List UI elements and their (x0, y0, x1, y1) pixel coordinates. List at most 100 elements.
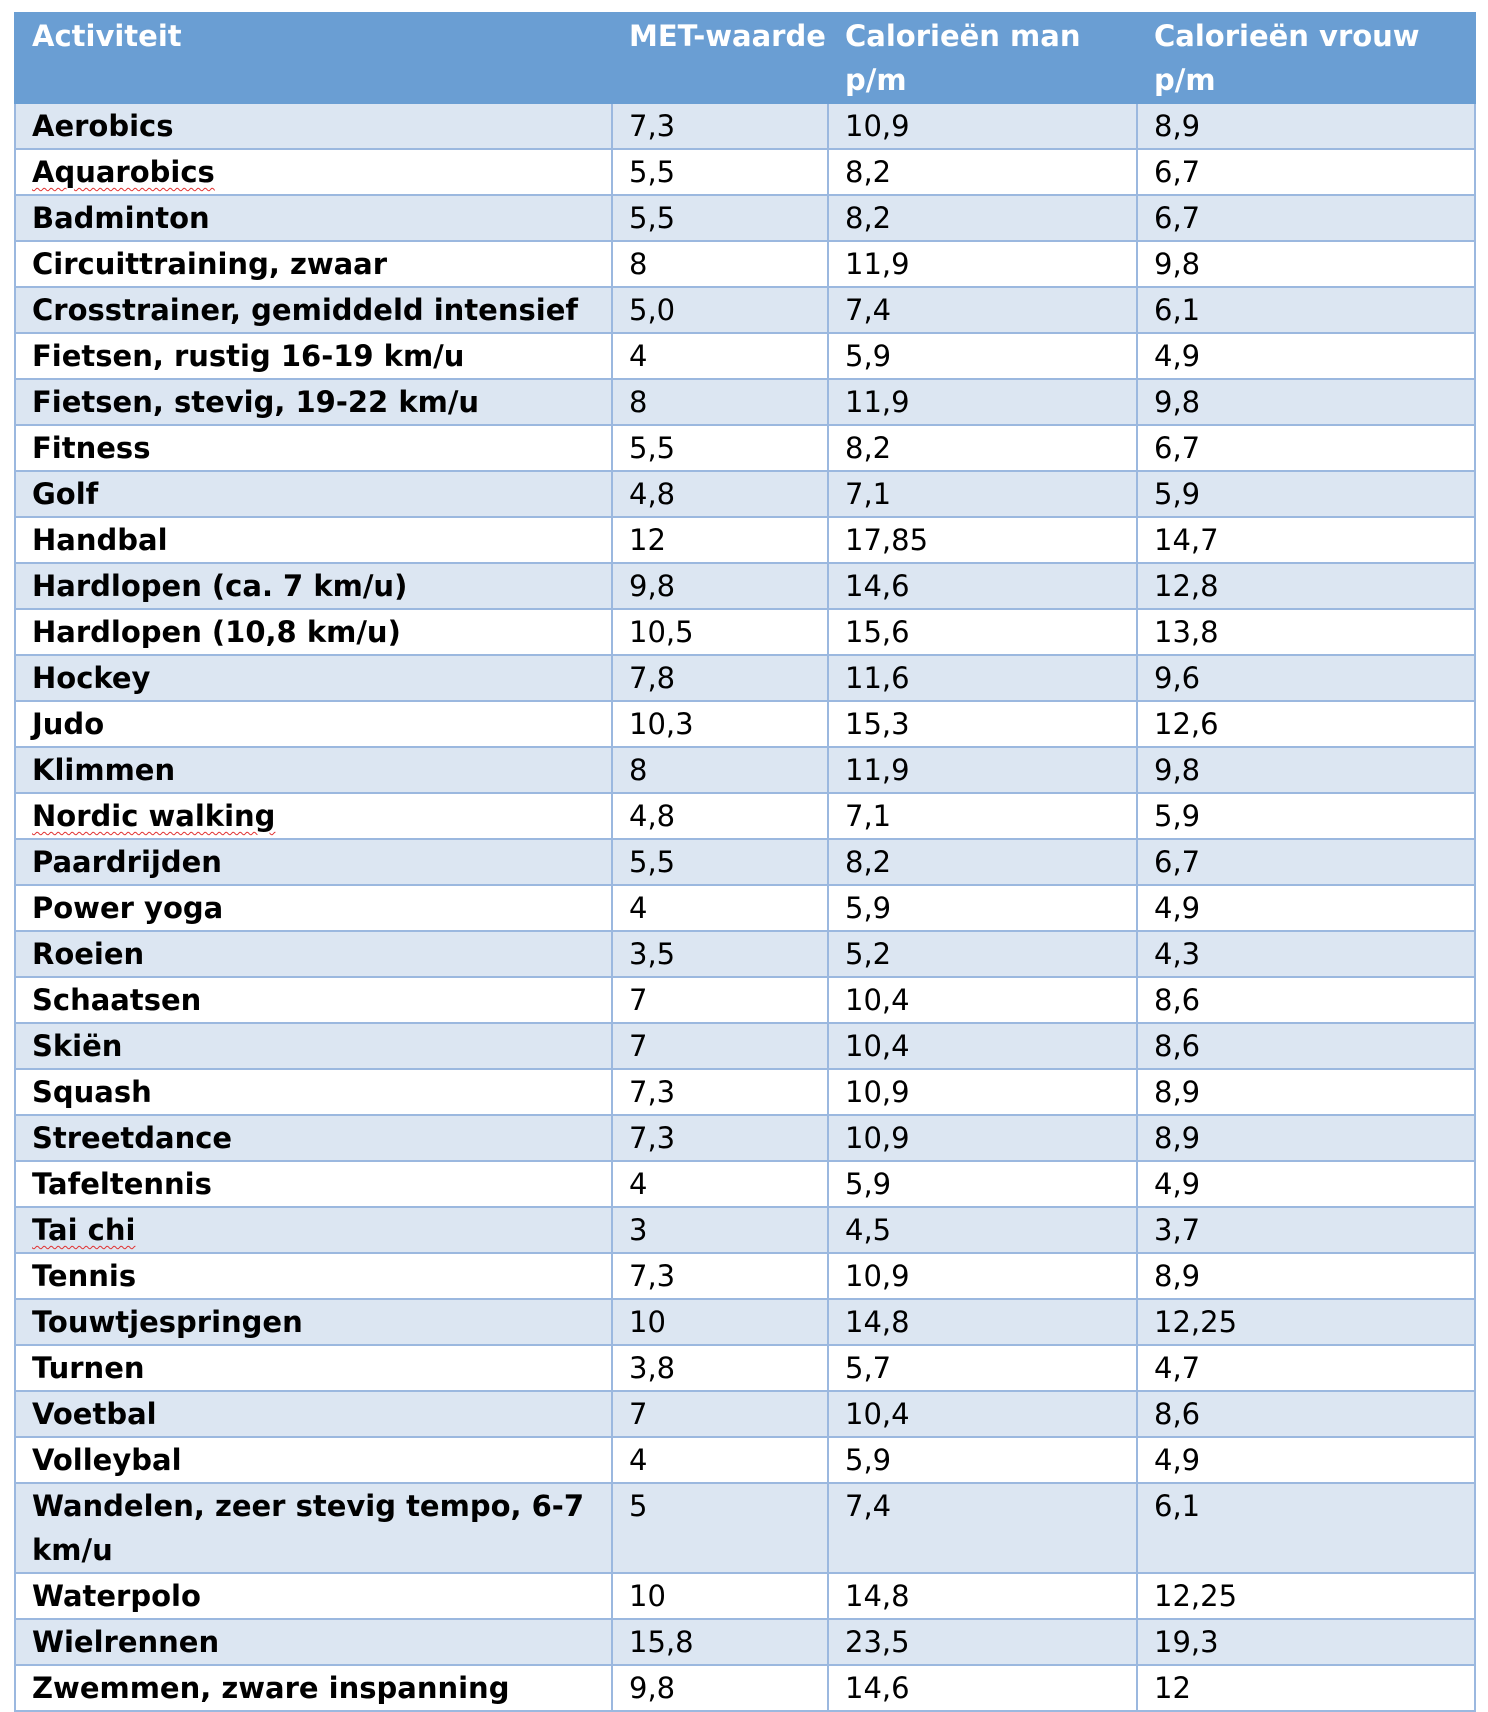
met-value-cell: 4 (611, 884, 829, 932)
value-text: 4 (629, 891, 648, 925)
met-value-cell: 3,8 (611, 1344, 829, 1392)
activity-label: Fietsen, stevig, 19-22 km/u (32, 385, 480, 419)
value-text: 8 (629, 753, 648, 787)
activity-label: Crosstrainer, gemiddeld intensief (32, 293, 578, 327)
calories-woman-cell: 8,9 (1136, 1252, 1476, 1300)
calories-man-cell: 15,3 (827, 700, 1138, 748)
value-text: 12,25 (1154, 1579, 1238, 1613)
value-text: 3 (629, 1213, 648, 1247)
met-value-cell: 3 (611, 1206, 829, 1254)
calories-man-cell: 8,2 (827, 838, 1138, 886)
calorie-table: Activiteit MET-waarde Calorieën man p/m … (14, 12, 1476, 1712)
activity-label: Aquarobics (32, 155, 215, 189)
value-text: 4,9 (1154, 1167, 1201, 1201)
activity-label: Squash (32, 1075, 152, 1109)
calories-man-cell: 7,1 (827, 470, 1138, 518)
value-text: 11,9 (845, 753, 910, 787)
activity-label: Skiën (32, 1029, 123, 1063)
activity-label: Circuittraining, zwaar (32, 247, 388, 281)
value-text: 11,9 (845, 247, 910, 281)
calories-man-cell: 4,5 (827, 1206, 1138, 1254)
table-row: Wandelen, zeer stevig tempo, 6-7 km/u 5 7,… (14, 1482, 1476, 1574)
value-text: 7,3 (629, 1121, 676, 1155)
met-value-cell: 7 (611, 976, 829, 1024)
table-row: Power yoga 4 5,9 4,9 (14, 884, 1476, 932)
table-row: Klimmen 8 11,9 9,8 (14, 746, 1476, 794)
value-text: 8,2 (845, 155, 892, 189)
calories-man-cell: 11,9 (827, 746, 1138, 794)
table-row: Handbal 12 17,85 14,7 (14, 516, 1476, 564)
header-calorieen-man: Calorieën man p/m (827, 12, 1138, 104)
calories-woman-cell: 5,9 (1136, 792, 1476, 840)
value-text: 7,1 (845, 799, 892, 833)
table-row: Aerobics 7,3 10,9 8,9 (14, 102, 1476, 150)
activity-cell: Hardlopen (ca. 7 km/u) (14, 562, 613, 610)
value-text: 15,6 (845, 615, 910, 649)
value-text: 5,9 (845, 1167, 892, 1201)
table-header: Activiteit MET-waarde Calorieën man p/m … (14, 12, 1476, 104)
value-text: 4,9 (1154, 339, 1201, 373)
value-text: 5,2 (845, 937, 892, 971)
value-text: 3,8 (629, 1351, 676, 1385)
value-text: 12 (1154, 1671, 1191, 1705)
activity-label: Fietsen, rustig 16-19 km/u (32, 339, 465, 373)
value-text: 6,1 (1154, 1489, 1201, 1523)
activity-cell: Wielrennen (14, 1618, 613, 1666)
activity-label: Wandelen, zeer stevig tempo, 6-7 km/u (32, 1489, 585, 1567)
value-text: 7,3 (629, 1259, 676, 1293)
activity-cell: Power yoga (14, 884, 613, 932)
calories-woman-cell: 4,9 (1136, 332, 1476, 380)
calories-man-cell: 14,6 (827, 562, 1138, 610)
calories-man-cell: 10,9 (827, 102, 1138, 150)
met-value-cell: 4 (611, 1436, 829, 1484)
table-row: Tennis 7,3 10,9 8,9 (14, 1252, 1476, 1300)
activity-label: Zwemmen, zware inspanning (32, 1671, 510, 1705)
table-row: Golf 4,8 7,1 5,9 (14, 470, 1476, 518)
value-text: 8,2 (845, 845, 892, 879)
calories-man-cell: 7,1 (827, 792, 1138, 840)
activity-label: Roeien (32, 937, 145, 971)
calories-man-cell: 23,5 (827, 1618, 1138, 1666)
value-text: 5,9 (845, 891, 892, 925)
table-row: Badminton 5,5 8,2 6,7 (14, 194, 1476, 242)
activity-cell: Paardrijden (14, 838, 613, 886)
header-met-waarde: MET-waarde (611, 12, 829, 104)
value-text: 10,9 (845, 1121, 910, 1155)
met-value-cell: 5,5 (611, 194, 829, 242)
calories-man-cell: 7,4 (827, 286, 1138, 334)
calories-woman-cell: 4,3 (1136, 930, 1476, 978)
calories-man-cell: 10,4 (827, 976, 1138, 1024)
activity-label: Schaatsen (32, 983, 202, 1017)
table-row: Hardlopen (ca. 7 km/u) 9,8 14,6 12,8 (14, 562, 1476, 610)
value-text: 4,5 (845, 1213, 892, 1247)
table-row: Voetbal 7 10,4 8,6 (14, 1390, 1476, 1438)
activity-cell: Tai chi (14, 1206, 613, 1254)
table-row: Touwtjespringen 10 14,8 12,25 (14, 1298, 1476, 1346)
table-row: Turnen 3,8 5,7 4,7 (14, 1344, 1476, 1392)
value-text: 9,6 (1154, 661, 1201, 695)
activity-cell: Judo (14, 700, 613, 748)
calories-man-cell: 8,2 (827, 424, 1138, 472)
met-value-cell: 15,8 (611, 1618, 829, 1666)
met-value-cell: 7,3 (611, 1252, 829, 1300)
value-text: 6,7 (1154, 431, 1201, 465)
calories-woman-cell: 9,6 (1136, 654, 1476, 702)
table-row: Squash 7,3 10,9 8,9 (14, 1068, 1476, 1116)
met-value-cell: 5,5 (611, 148, 829, 196)
calories-woman-cell: 19,3 (1136, 1618, 1476, 1666)
value-text: 10,9 (845, 1075, 910, 1109)
value-text: 11,9 (845, 385, 910, 419)
met-value-cell: 4,8 (611, 792, 829, 840)
value-text: 14,8 (845, 1579, 910, 1613)
value-text: 9,8 (1154, 385, 1201, 419)
activity-label: Klimmen (32, 753, 176, 787)
calories-man-cell: 5,7 (827, 1344, 1138, 1392)
table-row: Skiën 7 10,4 8,6 (14, 1022, 1476, 1070)
calories-man-cell: 11,9 (827, 240, 1138, 288)
value-text: 10,9 (845, 109, 910, 143)
value-text: 5,9 (845, 339, 892, 373)
calories-woman-cell: 14,7 (1136, 516, 1476, 564)
value-text: 4,9 (1154, 1443, 1201, 1477)
activity-cell: Fietsen, rustig 16-19 km/u (14, 332, 613, 380)
activity-cell: Squash (14, 1068, 613, 1116)
